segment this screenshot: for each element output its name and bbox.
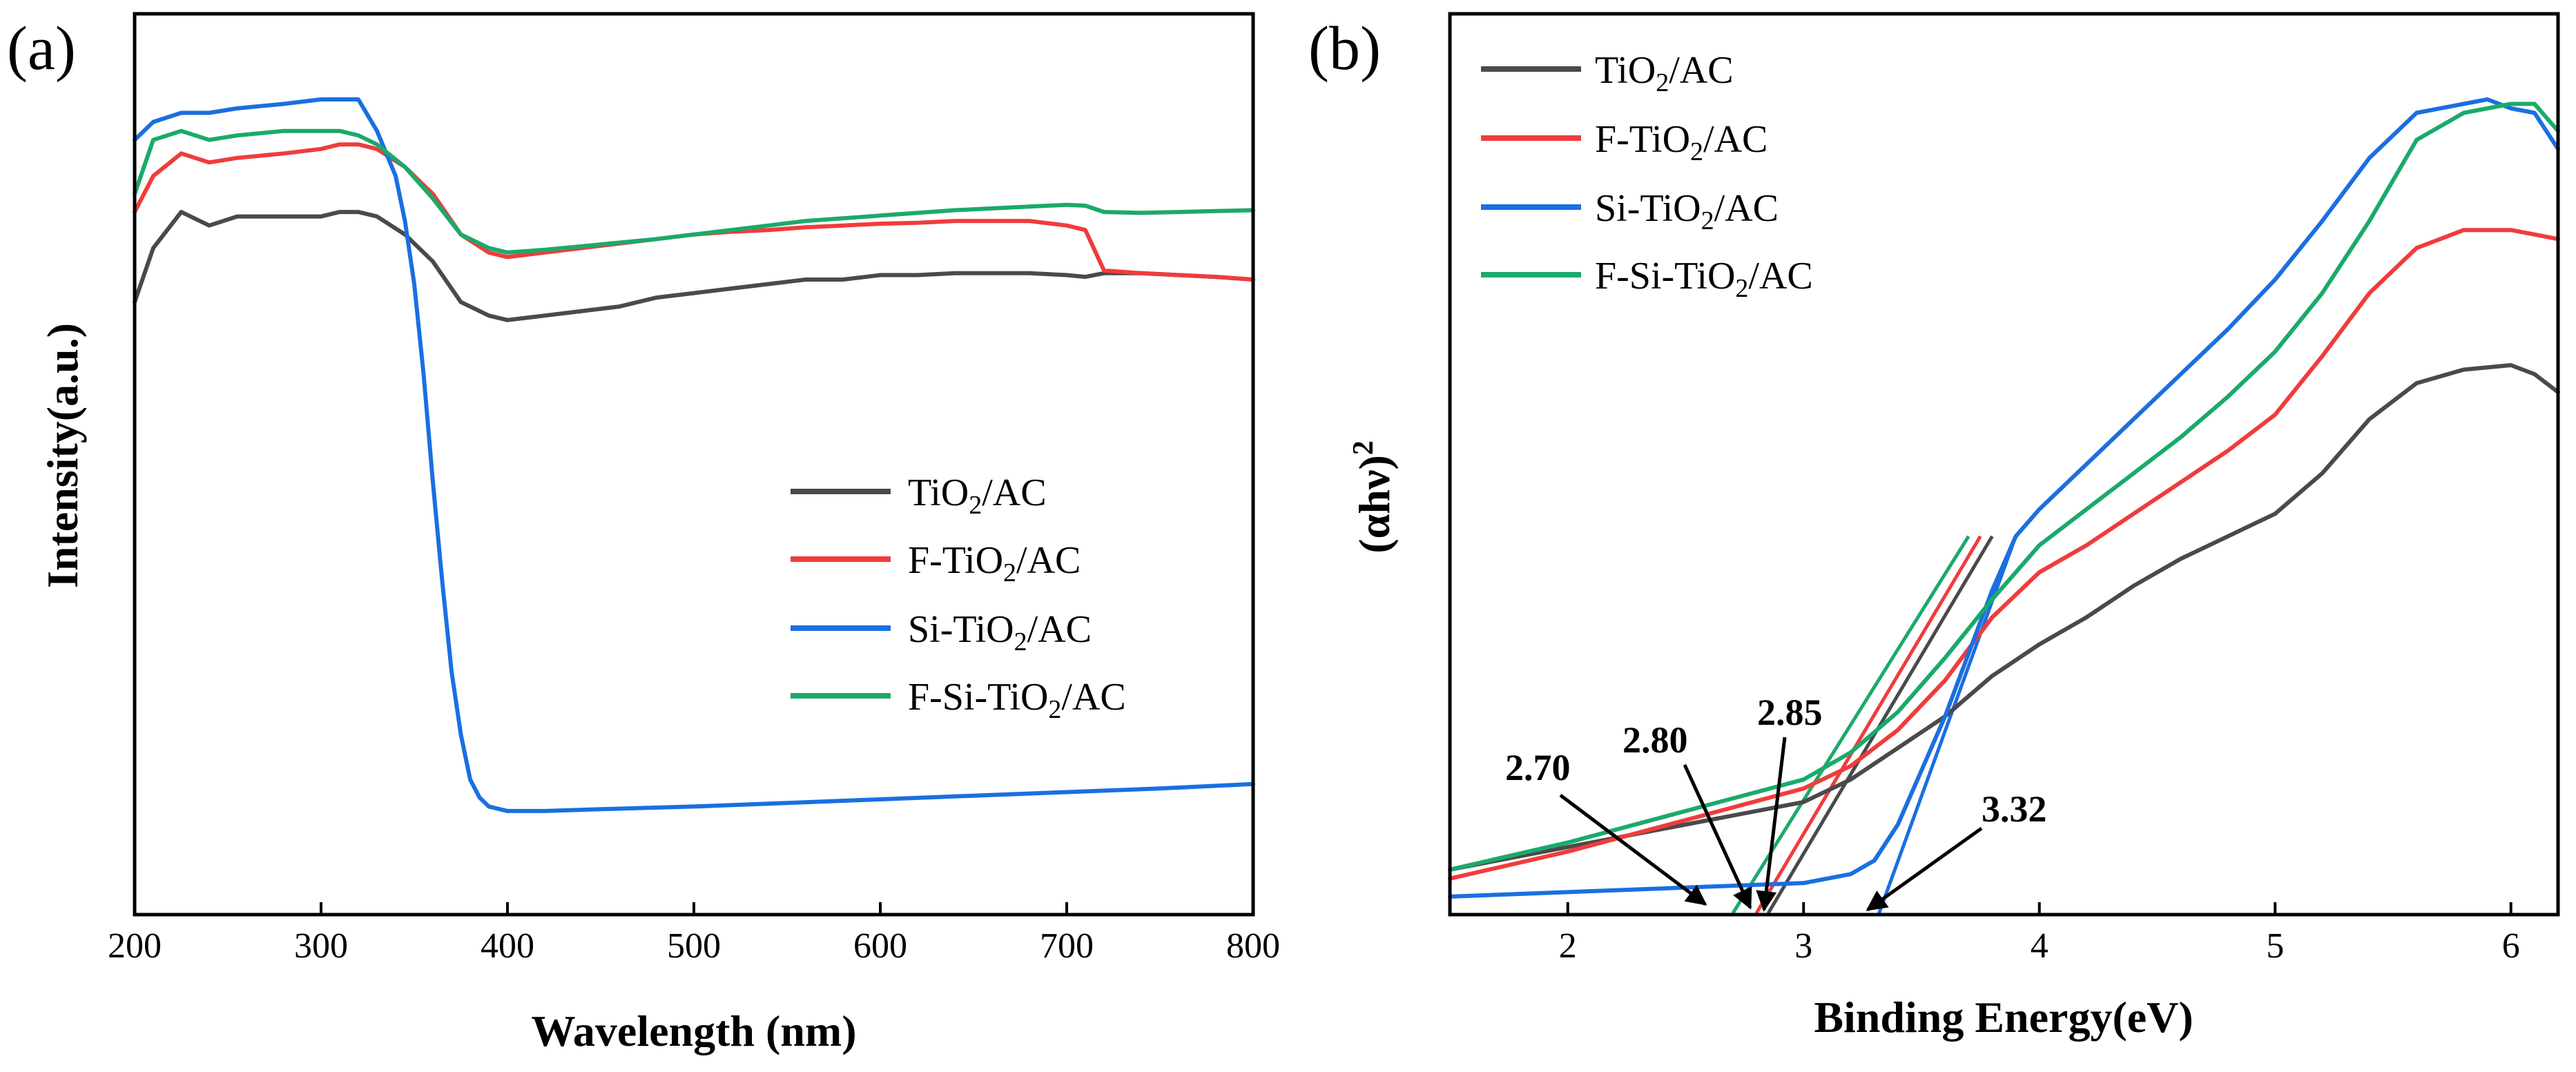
legend-a-item-f-tio2: F-TiO2/AC [791, 539, 1081, 587]
legend-a-item-tio2: TiO2/AC [791, 471, 1047, 520]
legend-a-item-f-si-tio2: F-Si-TiO2/AC [791, 676, 1126, 724]
legend-a-label-tio2: TiO2/AC [908, 471, 1047, 520]
arrow-2-70 [1559, 794, 1707, 906]
legend-b-item-si-tio2: Si-TiO2/AC [1481, 187, 1779, 235]
panel-a-plot-frame [133, 12, 1255, 917]
panel-b-legend: TiO2/AC F-TiO2/AC Si-TiO2/AC F-Si-TiO2/A… [1481, 49, 1813, 303]
panel-a-xtick-label-800: 800 [1226, 926, 1280, 966]
panel-b: (b) (αhν)2 2 3 4 5 6 Binding Energy(eV) TiO2… [1308, 12, 2560, 1042]
panel-a-series-f-tio2-ac [133, 142, 1255, 282]
panel-a-xtick-label-700: 700 [1040, 926, 1094, 966]
panel-b-series-f-si-tio2-ac [1448, 101, 2560, 872]
panel-a-xtick-label-500: 500 [667, 926, 721, 966]
legend-b-label-tio2: TiO2/AC [1595, 49, 1734, 97]
arrow-3-32 [1866, 826, 1983, 912]
panel-b-label: (b) [1308, 14, 1381, 83]
legend-a-item-si-tio2: Si-TiO2/AC [791, 608, 1092, 656]
panel-a-x-axis: 200 300 400 500 600 700 800 [108, 902, 1280, 966]
panel-b-xlabel: Binding Energy(eV) [1814, 993, 2193, 1042]
panel-a-series-tio2-ac [133, 210, 1255, 322]
fit-line-f-tio2-ac-fit [1754, 535, 1982, 915]
arrow-2-85 [1756, 737, 1787, 912]
panel-b-series-si-tio2-ac [1448, 97, 2560, 899]
panel-a-xtick-label-200: 200 [108, 926, 162, 966]
panel-a-xlabel: Wavelength (nm) [531, 1006, 856, 1055]
panel-a-xtick-label-300: 300 [294, 926, 348, 966]
panel-a-series-group [133, 97, 1255, 813]
panel-a: (a) Intensity(a.u.) 200 300 400 500 600 700 80… [7, 12, 1280, 1055]
legend-b-item-tio2: TiO2/AC [1481, 49, 1734, 97]
panel-a-xtick-label-600: 600 [853, 926, 907, 966]
legend-b-item-f-tio2: F-TiO2/AC [1481, 118, 1768, 166]
legend-b-item-f-si-tio2: F-Si-TiO2/AC [1481, 255, 1813, 303]
panel-b-ylabel: (αhν)2 [1348, 440, 1399, 554]
panel-b-annotations: 2.70 2.80 2.85 3.32 [1505, 692, 2047, 912]
panel-b-xtick-label-6: 6 [2502, 926, 2520, 966]
panel-a-label: (a) [7, 14, 76, 83]
panel-b-x-axis: 2 3 4 5 6 [1559, 902, 2520, 966]
annotation-2-80: 2.80 [1623, 719, 1688, 761]
panel-a-series-si-tio2-ac [133, 97, 1255, 813]
legend-a-label-f-si-tio2: F-Si-TiO2/AC [908, 676, 1126, 724]
panel-b-xtick-label-4: 4 [2031, 926, 2049, 966]
panel-b-plot-frame [1448, 12, 2560, 917]
panel-b-xtick-label-5: 5 [2266, 926, 2284, 966]
panel-a-legend: TiO2/AC F-TiO2/AC Si-TiO2/AC F-Si-TiO2/A… [791, 471, 1126, 724]
legend-a-label-f-tio2: F-TiO2/AC [908, 539, 1081, 587]
annotation-2-70: 2.70 [1505, 747, 1571, 788]
panel-b-series-tio2-ac [1448, 363, 2560, 872]
annotation-2-85: 2.85 [1757, 692, 1823, 733]
legend-b-label-f-tio2: F-TiO2/AC [1595, 118, 1768, 166]
panel-b-xtick-label-2: 2 [1559, 926, 1577, 966]
legend-b-label-si-tio2: Si-TiO2/AC [1595, 187, 1779, 235]
panel-a-ylabel: Intensity(a.u.) [38, 323, 87, 588]
legend-b-label-f-si-tio2: F-Si-TiO2/AC [1595, 255, 1813, 303]
legend-a-label-si-tio2: Si-TiO2/AC [908, 608, 1092, 656]
panel-b-series-f-tio2-ac [1448, 228, 2560, 881]
panel-b-xtick-label-3: 3 [1794, 926, 1812, 966]
panel-a-series-f-si-tio2-ac [133, 128, 1255, 255]
panel-a-xtick-label-400: 400 [481, 926, 534, 966]
annotation-3-32: 3.32 [1982, 788, 2047, 830]
panel-b-series-group [1448, 97, 2560, 899]
arrow-2-80 [1683, 763, 1752, 910]
